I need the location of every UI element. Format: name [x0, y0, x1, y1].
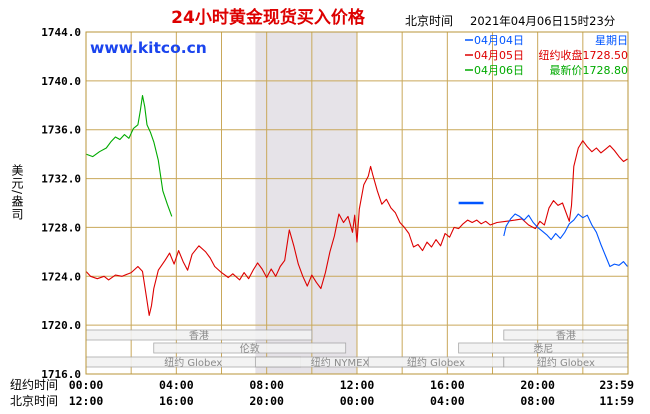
- x-tick-label: 04:00: [430, 394, 465, 408]
- x-tick-label: 12:00: [69, 394, 104, 408]
- x-tick-label: 20:00: [520, 378, 555, 392]
- x-tick-label: 16:00: [430, 378, 465, 392]
- series-line-2: [85, 94, 173, 217]
- market-label: 纽约 NYMEX: [311, 356, 370, 369]
- x-tick-label: 08:00: [249, 378, 284, 392]
- x-tick-label: 11:59: [599, 394, 634, 408]
- legend-date: 04月04日: [474, 34, 524, 47]
- legend-text: 纽约收盘1728.50: [539, 48, 629, 62]
- y-tick-label: 1720.0: [41, 319, 81, 332]
- x-tick-label: 12:00: [340, 378, 375, 392]
- market-bar: [153, 342, 347, 354]
- legend-text: 最新价1728.80: [550, 63, 629, 77]
- market-label: 纽约 Globex: [407, 356, 465, 369]
- market-label: 悉尼: [533, 343, 553, 355]
- series-line-0: [85, 140, 628, 316]
- x-row-label: 北京时间: [10, 394, 58, 408]
- x-tick-label: 08:00: [520, 394, 555, 408]
- x-tick-label: 23:59: [599, 378, 634, 392]
- x-axis: 纽约时间 00:00 04:00 08:00 12:00 16:00 20:00 23:59 北…: [10, 377, 634, 408]
- watermark: www.kitco.cn: [90, 39, 207, 57]
- legend: 04月04日 星期日 04月05日 纽约收盘1728.50 04月06日 最新价1728.…: [465, 34, 628, 77]
- market-label: 纽约 Globex: [164, 356, 222, 369]
- market-label: 香港: [189, 330, 209, 342]
- series-lines: [85, 94, 628, 316]
- legend-date: 04月06日: [474, 64, 524, 77]
- x-tick-label: 00:00: [340, 394, 375, 408]
- x-row-label: 纽约时间: [10, 377, 58, 392]
- series-line-1: [503, 213, 628, 268]
- x-tick-label: 04:00: [159, 378, 194, 392]
- market-label: 纽约 Globex: [537, 356, 595, 369]
- y-tick-label: 1716.0: [41, 368, 81, 381]
- timestamp: 2021年04月06日15时23分: [470, 14, 616, 28]
- x-tick-label: 16:00: [159, 394, 194, 408]
- market-label: 香港: [556, 330, 576, 342]
- y-tick-label: 1732.0: [41, 173, 81, 186]
- legend-text: 星期日: [595, 34, 628, 47]
- market-label: 伦敦: [240, 342, 260, 355]
- y-tick-label: 1740.0: [41, 75, 81, 88]
- y-tick-label: 1724.0: [41, 270, 81, 283]
- timestamp-label: 北京时间: [405, 14, 453, 28]
- x-tick-label: 20:00: [249, 394, 284, 408]
- y-tick-label: 1736.0: [41, 124, 81, 137]
- y-axis-label: 美元/盎司: [10, 164, 24, 221]
- chart-title: 24小时黄金现货买入价格: [171, 7, 366, 28]
- y-tick-label: 1744.0: [41, 26, 81, 39]
- shaded-region: [255, 32, 357, 374]
- y-tick-label: 1728.0: [41, 221, 81, 234]
- y-axis-title: 美元/盎司: [10, 164, 24, 221]
- plot-frame: [85, 31, 629, 375]
- y-axis-ticks: 1744.0 1740.0 1736.0 1732.0 1728.0 1724.0 1720…: [41, 26, 81, 381]
- legend-date: 04月05日: [474, 49, 524, 62]
- x-tick-label: 00:00: [69, 378, 104, 392]
